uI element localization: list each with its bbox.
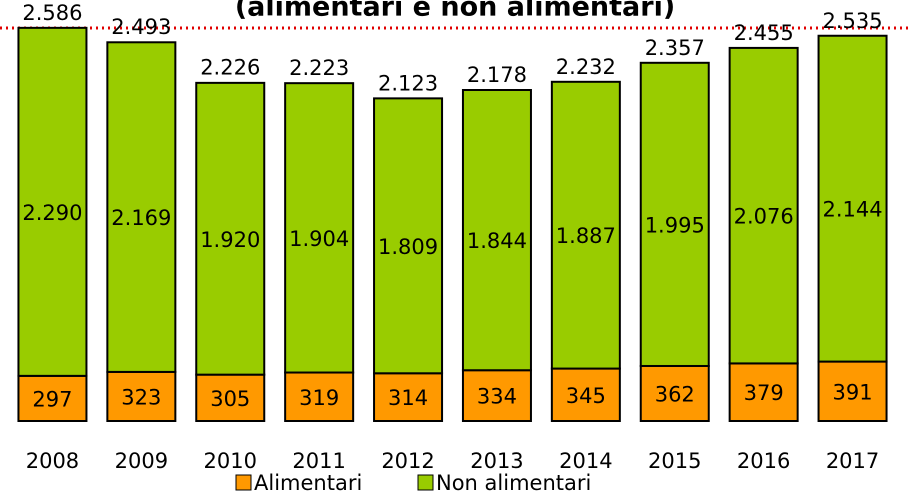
x-tick-label: 2013 bbox=[470, 449, 523, 473]
data-label: 1.920 bbox=[200, 228, 260, 252]
data-label: 362 bbox=[655, 382, 695, 406]
data-label: 1.904 bbox=[289, 227, 349, 251]
x-tick-label: 2009 bbox=[115, 449, 168, 473]
total-label: 2.493 bbox=[111, 15, 171, 39]
data-label: 2.169 bbox=[111, 206, 171, 230]
data-label: 305 bbox=[210, 387, 250, 411]
x-tick-label: 2017 bbox=[826, 449, 879, 473]
total-label: 2.357 bbox=[645, 36, 705, 60]
bar-segment bbox=[817, 360, 888, 422]
data-label: 319 bbox=[299, 386, 339, 410]
data-label: 1.887 bbox=[556, 224, 616, 248]
bar-segment bbox=[17, 26, 88, 377]
bar-segment bbox=[106, 41, 177, 373]
bar-segment bbox=[106, 370, 177, 422]
bar-segment bbox=[373, 97, 444, 375]
total-label: 2.535 bbox=[822, 9, 882, 33]
bar-segment bbox=[639, 61, 710, 367]
data-label: 391 bbox=[833, 380, 873, 404]
bar-segment bbox=[550, 367, 621, 423]
total-label: 2.232 bbox=[556, 55, 616, 79]
x-tick-label: 2016 bbox=[737, 449, 790, 473]
x-tick-label: 2015 bbox=[648, 449, 701, 473]
data-label: 323 bbox=[121, 385, 161, 409]
data-label: 1.995 bbox=[645, 213, 705, 237]
bar-segment bbox=[550, 80, 621, 370]
total-label: 2.586 bbox=[22, 1, 82, 25]
data-label: 2.076 bbox=[734, 205, 794, 229]
x-tick-label: 2008 bbox=[26, 449, 79, 473]
data-label: 334 bbox=[477, 385, 517, 409]
x-tick-label: 2010 bbox=[204, 449, 257, 473]
legend-swatch bbox=[417, 474, 434, 491]
data-label: 2.144 bbox=[822, 198, 882, 222]
data-label: 314 bbox=[388, 386, 428, 410]
data-label: 345 bbox=[566, 384, 606, 408]
x-tick-label: 2011 bbox=[292, 449, 345, 473]
total-label: 2.123 bbox=[378, 71, 438, 95]
bar-segment bbox=[728, 46, 799, 365]
chart-title: (alimentari e non alimentari) bbox=[235, 0, 675, 23]
total-label: 2.226 bbox=[200, 56, 260, 80]
bar-segment bbox=[284, 82, 355, 374]
total-label: 2.223 bbox=[289, 56, 349, 80]
bar-segment bbox=[461, 369, 532, 423]
legend-swatch bbox=[235, 474, 252, 491]
data-label: 2.290 bbox=[22, 201, 82, 225]
x-tick-label: 2012 bbox=[381, 449, 434, 473]
bar-segment bbox=[728, 362, 799, 423]
total-label: 2.178 bbox=[467, 63, 527, 87]
bar-segment bbox=[817, 34, 888, 363]
total-label: 2.455 bbox=[734, 21, 794, 45]
data-label: 379 bbox=[744, 381, 784, 405]
bar-segment bbox=[373, 372, 444, 422]
legend-label: Non alimentari bbox=[436, 471, 591, 495]
x-tick-label: 2014 bbox=[559, 449, 612, 473]
legend-label: Alimentari bbox=[254, 471, 362, 495]
data-label: 297 bbox=[32, 387, 72, 411]
bar-segment bbox=[195, 81, 266, 376]
data-label: 1.809 bbox=[378, 235, 438, 259]
bar-segment bbox=[461, 89, 532, 372]
data-label: 1.844 bbox=[467, 229, 527, 253]
bar-segment bbox=[639, 364, 710, 423]
